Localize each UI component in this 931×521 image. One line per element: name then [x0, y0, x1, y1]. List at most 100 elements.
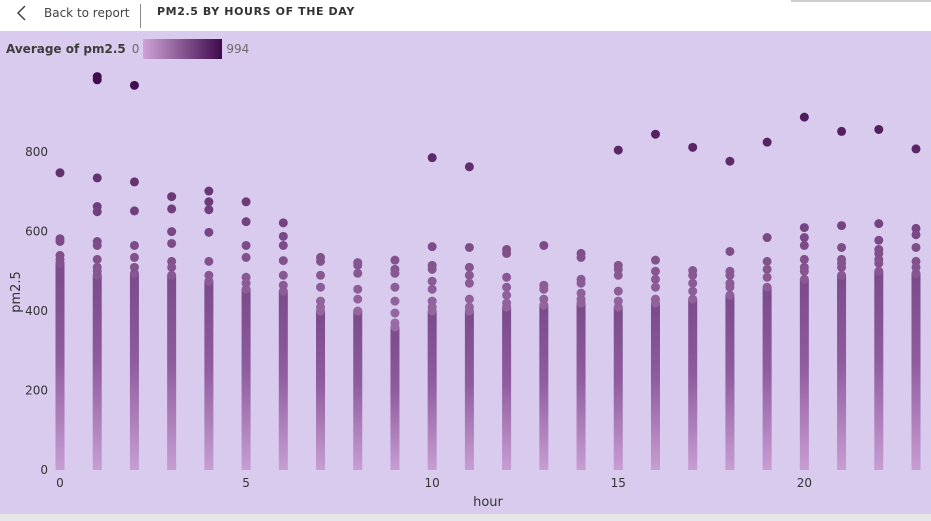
data-point: [464, 270, 474, 280]
data-point: [167, 270, 177, 280]
data-point: [241, 240, 251, 250]
data-point: [427, 264, 437, 274]
data-point: [204, 256, 214, 266]
point-column-hour-6: [278, 291, 288, 470]
data-point: [353, 284, 363, 294]
legend-min-label: 0: [131, 42, 140, 56]
legend-title: Average of pm2.5: [6, 42, 126, 56]
x-axis-title: hour: [473, 495, 503, 510]
data-point: [427, 284, 437, 294]
data-point: [278, 280, 288, 290]
data-point: [204, 205, 214, 215]
point-column-hour-13: [539, 305, 549, 470]
point-column-hour-1: [92, 275, 102, 470]
data-point: [464, 242, 474, 252]
data-point: [241, 252, 251, 262]
data-point: [688, 278, 698, 288]
data-point: [390, 282, 400, 292]
point-column-hour-5: [241, 289, 251, 470]
data-point: [799, 233, 809, 243]
data-point: [502, 290, 512, 300]
data-point: [129, 252, 139, 262]
data-point: [799, 112, 809, 122]
data-point: [613, 145, 623, 155]
data-point: [576, 278, 586, 288]
data-point: [353, 306, 363, 316]
chevron-left-icon: [12, 3, 32, 23]
header-divider: [140, 4, 141, 28]
point-column-hour-17: [688, 299, 698, 470]
data-point: [278, 270, 288, 280]
data-point: [92, 240, 102, 250]
data-point: [539, 240, 549, 250]
point-column-hour-15: [613, 307, 623, 470]
y-tick-label: 600: [25, 225, 48, 239]
data-point: [204, 227, 214, 237]
data-point: [539, 284, 549, 294]
data-point: [464, 302, 474, 312]
data-point: [650, 294, 660, 304]
data-point: [92, 75, 102, 85]
chart-panel: 0 200 400 600 800 0 5 10 15 20 pm2.5 hour Averag…: [0, 31, 931, 514]
data-point: [92, 173, 102, 183]
data-point: [464, 162, 474, 172]
data-point: [464, 262, 474, 272]
data-point: [911, 223, 921, 233]
data-point: [650, 129, 660, 139]
data-point: [316, 256, 326, 266]
data-point: [799, 240, 809, 250]
x-tick-label: 5: [242, 476, 250, 490]
data-point: [316, 270, 326, 280]
x-axis-ticks: 0 5 10 15 20: [56, 476, 812, 490]
data-point: [167, 262, 177, 272]
data-point: [762, 137, 772, 147]
data-point: [911, 230, 921, 240]
data-point: [725, 290, 735, 300]
data-point: [874, 258, 884, 268]
data-point: [725, 246, 735, 256]
point-column-hour-11: [464, 311, 474, 470]
point-column-hour-20: [799, 279, 809, 470]
data-point: [278, 256, 288, 266]
data-point: [725, 282, 735, 292]
data-point: [353, 294, 363, 304]
data-point: [762, 233, 772, 243]
point-column-hour-9: [390, 326, 400, 470]
y-tick-label: 800: [25, 145, 48, 159]
visual-header: Back to report PM2.5 BY HOURS OF THE DAY: [0, 0, 931, 31]
data-point: [241, 197, 251, 207]
data-point: [650, 274, 660, 284]
data-point: [92, 207, 102, 217]
data-point: [278, 218, 288, 228]
data-point: [874, 235, 884, 245]
data-point: [613, 286, 623, 296]
back-to-report-button[interactable]: Back to report: [12, 2, 129, 24]
bottom-strip: [0, 514, 931, 521]
point-column-hour-16: [650, 303, 660, 470]
data-point: [502, 298, 512, 308]
data-point: [92, 266, 102, 276]
data-point: [650, 282, 660, 292]
data-point: [427, 302, 437, 312]
x-tick-label: 0: [56, 476, 64, 490]
data-point: [390, 318, 400, 328]
y-tick-label: 0: [40, 463, 48, 477]
point-column-hour-23: [911, 273, 921, 470]
point-column-hour-19: [762, 287, 772, 470]
data-point: [539, 294, 549, 304]
data-point: [688, 294, 698, 304]
data-point: [688, 270, 698, 280]
x-tick-label: 20: [797, 476, 812, 490]
data-point: [278, 240, 288, 250]
header-scrollbar: [791, 0, 931, 2]
data-point: [874, 124, 884, 134]
data-point: [613, 296, 623, 306]
data-point: [911, 144, 921, 154]
data-point: [353, 260, 363, 270]
data-point: [55, 168, 65, 178]
point-column-hour-7: [316, 311, 326, 470]
data-point: [874, 219, 884, 229]
data-point: [650, 266, 660, 276]
data-point: [204, 270, 214, 280]
data-point: [464, 294, 474, 304]
